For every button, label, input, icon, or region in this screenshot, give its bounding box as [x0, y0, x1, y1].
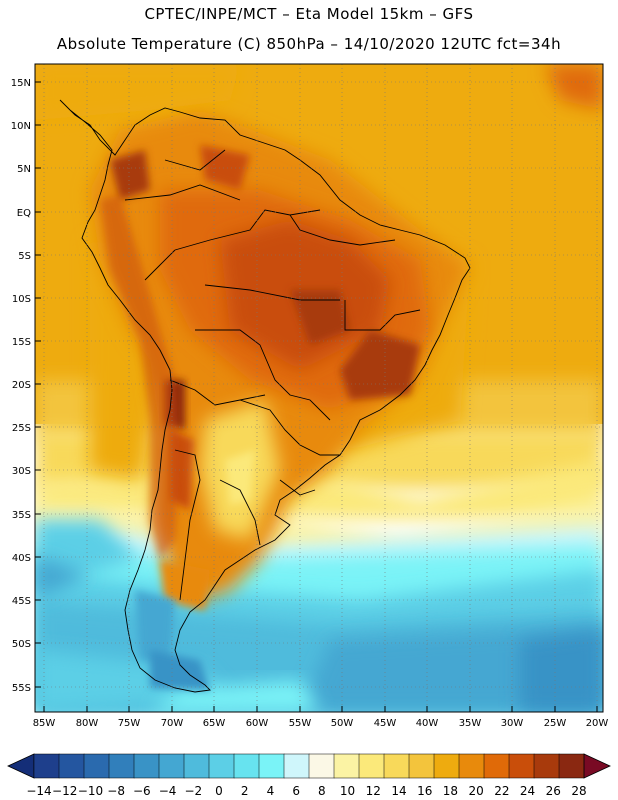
colorbar-bin: [33, 753, 60, 779]
colorbar-label: −6: [133, 784, 151, 798]
colorbar-label: 12: [366, 784, 381, 798]
longitude-axis: 85W 80W 75W 70W 65W 60W 55W 50W 45W 40W …: [33, 706, 609, 729]
colorbar-label: 4: [267, 784, 275, 798]
lat-label: 10N: [11, 121, 31, 132]
colorbar-bin: [458, 753, 485, 779]
colorbar-label: −12: [52, 784, 77, 798]
lat-label: 5S: [18, 251, 31, 262]
colorbar-label: −8: [107, 784, 125, 798]
colorbar-bin: [133, 753, 160, 779]
colorbar-bin: [108, 753, 135, 779]
colorbar-under-arrow: [7, 753, 35, 779]
lon-label: 40W: [416, 718, 439, 729]
latitude-axis: 15N 10N 5N EQ 5S 10S 15S 20S 25S 30S 35S…: [11, 78, 41, 694]
colorbar-label: −10: [78, 784, 103, 798]
lat-label: 55S: [12, 683, 31, 694]
lat-label: 40S: [12, 553, 31, 564]
coastline: [59, 99, 471, 693]
colorbar-bin: [283, 753, 310, 779]
lat-lon-grid: [35, 64, 603, 712]
lon-label: 70W: [161, 718, 184, 729]
title-variable: Absolute Temperature (C) 850hPa – 14/10/…: [56, 35, 562, 53]
lon-label: 55W: [289, 718, 312, 729]
lon-label: 65W: [203, 718, 226, 729]
colorbar-bin: [558, 753, 585, 779]
lon-label: 35W: [459, 718, 482, 729]
colorbar-label: 16: [417, 784, 432, 798]
colorbar-bin: [258, 753, 285, 779]
colorbar-bin: [433, 753, 460, 779]
lon-label: 20W: [586, 718, 609, 729]
lat-label: 25S: [12, 423, 31, 434]
lat-label: 30S: [12, 466, 31, 477]
colorbar-label: 24: [520, 784, 535, 798]
lat-label: 35S: [12, 510, 31, 521]
lat-label: 45S: [12, 596, 31, 607]
colorbar-label: 28: [571, 784, 586, 798]
colorbar-bin: [333, 753, 360, 779]
colorbar-label: −14: [26, 784, 51, 798]
colorbar-bin: [233, 753, 260, 779]
colorbar-bin: [58, 753, 85, 779]
lat-label: 20S: [12, 380, 31, 391]
lat-label: 10S: [12, 294, 31, 305]
lon-label: 45W: [374, 718, 397, 729]
lon-label: 75W: [118, 718, 141, 729]
temperature-field: [35, 64, 603, 712]
colorbar-label: 0: [215, 784, 223, 798]
colorbar-bin: [208, 753, 235, 779]
lon-label: 60W: [246, 718, 269, 729]
colorbar-bin: [383, 753, 410, 779]
colorbar-label: 6: [292, 784, 300, 798]
colorbar-over-arrow: [583, 753, 611, 779]
colorbar-label: 10: [340, 784, 355, 798]
colorbar-label: 14: [391, 784, 406, 798]
colorbar-bin: [408, 753, 435, 779]
title-model: CPTEC/INPE/MCT – Eta Model 15km – GFS: [144, 5, 474, 23]
colorbar-label: 8: [318, 784, 326, 798]
colorbar-bin: [83, 753, 110, 779]
lon-label: 50W: [331, 718, 354, 729]
lon-label: 85W: [33, 718, 56, 729]
colorbar: −14 −12 −10 −8 −6 −4 −2 0 2 4 6 8 10 12 14 16 18 20 22 24 26…: [7, 753, 611, 798]
colorbar-bin: [358, 753, 385, 779]
lon-label: 80W: [76, 718, 99, 729]
colorbar-label: −4: [159, 784, 177, 798]
lat-label: EQ: [17, 208, 31, 219]
colorbar-bin: [483, 753, 510, 779]
colorbar-label: 18: [443, 784, 458, 798]
colorbar-bin: [533, 753, 560, 779]
lat-label: 15N: [11, 78, 31, 89]
colorbar-label: 22: [494, 784, 509, 798]
colorbar-bin: [508, 753, 535, 779]
lat-label: 5N: [17, 164, 31, 175]
colorbar-label: 20: [468, 784, 483, 798]
colorbar-bin: [183, 753, 210, 779]
lat-label: 50S: [12, 639, 31, 650]
colorbar-bin: [158, 753, 185, 779]
lat-label: 15S: [12, 337, 31, 348]
colorbar-label: 2: [241, 784, 249, 798]
colorbar-bin: [308, 753, 335, 779]
colorbar-label: 26: [546, 784, 561, 798]
colorbar-label: −2: [184, 784, 202, 798]
lon-label: 25W: [544, 718, 567, 729]
lon-label: 30W: [501, 718, 524, 729]
map-frame: [34, 63, 604, 713]
